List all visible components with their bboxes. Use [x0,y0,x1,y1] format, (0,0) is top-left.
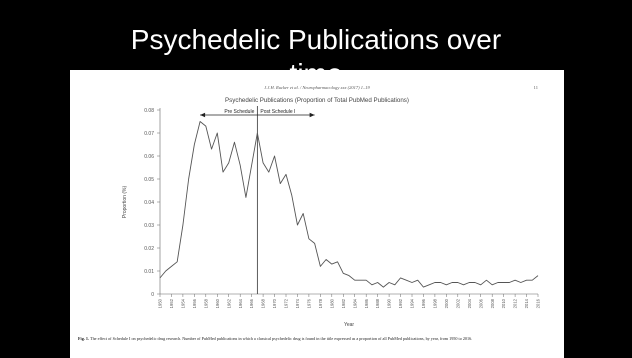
x-tick-label: 1990 [387,298,392,308]
x-tick-label: 1970 [272,298,277,308]
x-tick-label: 2004 [467,298,472,308]
paper-figure-image: J.J.H. Rucker et al. / Neuropharmacology… [70,70,564,358]
caption-label: Fig. 1. [78,336,90,341]
x-tick-label: 2014 [524,298,529,308]
x-tick-label: 1992 [398,298,403,308]
arrow-left-head [200,112,206,118]
x-tick-label: 1994 [410,298,415,308]
figure-caption: Fig. 1. The effect of Schedule I on psyc… [78,336,548,342]
x-tick-label: 1984 [352,298,357,308]
paper-page-number: 11 [533,85,538,90]
caption-text: The effect of Schedule I on psychedelic … [89,336,473,341]
x-tick-label: 1978 [318,298,323,308]
x-tick-label: 1976 [307,298,312,308]
x-tick-label: 1996 [421,298,426,308]
y-axis-label: Proportion (%) [122,186,128,219]
x-tick-label: 2012 [513,298,518,308]
x-tick-label: 2008 [490,298,495,308]
arrow-right-head [309,112,315,118]
x-tick-label: 2006 [478,298,483,308]
x-tick-label: 1966 [249,298,254,308]
slide-title-line-1: Psychedelic Publications over [130,24,502,55]
x-tick-label: 1974 [295,298,300,308]
x-tick-label: 1986 [364,298,369,308]
paper-running-header: J.J.H. Rucker et al. / Neuropharmacology… [264,85,370,90]
x-tick-label: 1998 [433,298,438,308]
x-tick-label: 1958 [203,298,208,308]
x-tick-label: 2002 [455,298,460,308]
chart-title: Psychedelic Publications (Proportion of … [225,97,409,104]
x-tick-label: 1968 [261,298,266,308]
chart-axes [159,108,538,295]
y-tick-label: 0.03 [144,223,154,229]
x-tick-label: 1962 [226,298,231,308]
post-schedule-label: Post Schedule I [260,109,295,115]
y-tick-label: 0 [151,292,154,298]
x-tick-label: 1950 [158,298,163,308]
x-tick-label: 2000 [444,298,449,308]
y-tick-label: 0.06 [144,154,154,160]
publications-line-chart: Psychedelic Publications (Proportion of … [122,97,541,328]
x-ticks: 1950 1952 1954 1956 1958 1960 1962 1964 1966 1968… [158,294,541,308]
y-tick-label: 0.01 [144,269,154,275]
x-tick-label: 1964 [238,298,243,308]
x-tick-label: 1980 [329,298,334,308]
x-tick-label: 1960 [215,298,220,308]
x-tick-label: 1972 [284,298,289,308]
series-group [159,121,539,288]
pre-schedule-label: Pre Schedule [224,109,254,115]
x-tick-label: 2016 [536,298,541,308]
x-tick-label: 1982 [341,298,346,308]
x-tick-label: 1956 [192,298,197,308]
y-ticks: 0 0.01 0.02 0.03 0.04 0.05 0.06 0.07 0.08 [144,108,160,298]
y-tick-label: 0.07 [144,131,154,137]
schedule-annotation: Pre Schedule Post Schedule I [200,106,315,294]
y-tick-label: 0.05 [144,177,154,183]
x-tick-label: 1952 [169,298,174,308]
y-tick-label: 0.08 [144,108,154,114]
x-axis-label: Year [344,322,354,328]
x-tick-label: 2010 [501,298,506,308]
y-tick-label: 0.02 [144,246,154,252]
x-tick-label: 1954 [181,298,186,308]
x-tick-label: 1988 [375,298,380,308]
series-line [159,121,539,288]
y-tick-label: 0.04 [144,200,154,206]
